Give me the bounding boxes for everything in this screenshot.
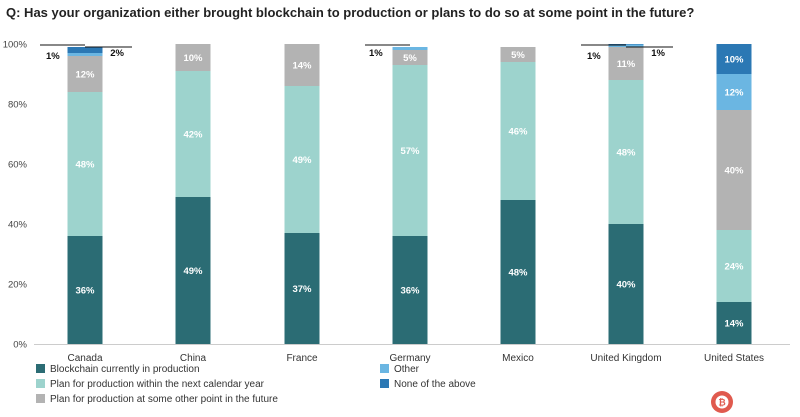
x-category-label: Canada (67, 353, 102, 364)
x-category-label: Germany (389, 353, 430, 364)
bar-value-label: 48% (508, 268, 528, 279)
bar-segment (175, 71, 211, 197)
y-tick-label: 100% (3, 40, 28, 51)
bar-segment (284, 44, 320, 86)
bars: 36% 48% 12% 49% 42% 10% 37% 49% 14% 36% 57% 5% 48% 46… (40, 44, 752, 344)
bar-segment (392, 65, 428, 236)
bar-value-label: 24% (724, 262, 744, 273)
y-tick-label: 80% (8, 100, 28, 111)
x-category-label: United States (704, 353, 764, 364)
legend-label: Blockchain currently in production (50, 364, 200, 375)
y-axis: 0% 20% 40% 60% 80% 100% (3, 40, 790, 351)
bar-segment (608, 224, 644, 344)
bar-segment (716, 302, 752, 344)
bar-value-label: 49% (292, 155, 312, 166)
legend-swatch (36, 379, 45, 388)
bar-segment (716, 110, 752, 230)
logo-inner (715, 395, 729, 409)
bar-value-label: 40% (724, 166, 744, 177)
y-tick-label: 60% (8, 160, 28, 171)
bar-value-label: 10% (724, 55, 744, 66)
x-category-label: United Kingdom (590, 353, 661, 364)
bar-segment (500, 62, 536, 200)
bar-value-label: 12% (75, 70, 95, 81)
y-tick-label: 20% (8, 280, 28, 291)
callout-value-label: 1% (587, 51, 601, 62)
bar-segment (500, 200, 536, 344)
bar-segment (716, 230, 752, 302)
callout-value-label: 1% (369, 48, 383, 59)
legend: Blockchain currently in production Plan f… (36, 364, 476, 405)
legend-swatch (36, 364, 45, 373)
bar-segment (716, 74, 752, 110)
bar-value-label: 40% (616, 280, 636, 291)
bar-segment (284, 233, 320, 344)
bar-value-label: 36% (75, 286, 95, 297)
chart-title: Q: Has your organization either brought … (6, 5, 694, 20)
bar-value-label: 11% (617, 59, 636, 70)
bar-segment (67, 92, 103, 236)
bar-segment (67, 47, 103, 53)
bar-segment (392, 47, 428, 50)
bar-segment (67, 236, 103, 344)
bar-segment (608, 47, 644, 80)
callout-value-label: 2% (110, 48, 124, 59)
bar-value-label: 42% (183, 130, 203, 141)
legend-swatch (36, 394, 45, 403)
callout-value-label: 1% (651, 48, 665, 59)
bar-value-label: 12% (724, 88, 744, 99)
legend-swatch (380, 379, 389, 388)
bar-segment (67, 53, 103, 56)
bar-value-label: 37% (292, 284, 312, 295)
logo: ₿ (711, 391, 733, 413)
bar-segment (608, 80, 644, 224)
legend-label: Plan for production at some other point … (50, 394, 278, 405)
legend-swatch (380, 364, 389, 373)
bar-segment (175, 197, 211, 344)
bar-segment (608, 44, 644, 45)
bitcoin-icon: ₿ (718, 398, 725, 408)
bar-value-label: 48% (75, 160, 95, 171)
y-tick-label: 40% (8, 220, 28, 231)
bar-segment (392, 236, 428, 344)
x-category-label: France (286, 353, 318, 364)
legend-label: Other (394, 364, 420, 375)
legend-label: Plan for production within the next cale… (50, 379, 265, 390)
bar-value-label: 36% (400, 286, 420, 297)
bar-segment (500, 47, 536, 62)
bar-value-label: 46% (508, 127, 528, 138)
callout-value-label: 1% (46, 51, 60, 62)
x-category-label: Mexico (502, 353, 534, 364)
bar-value-label: 57% (400, 146, 420, 157)
bar-value-label: 49% (183, 266, 203, 277)
bar-value-label: 5% (403, 53, 417, 64)
bar-value-label: 14% (292, 61, 312, 72)
y-tick-label: 0% (13, 340, 27, 351)
bar-segment (175, 44, 211, 71)
bar-segment (716, 44, 752, 74)
bar-value-label: 10% (183, 53, 203, 64)
legend-label: None of the above (394, 379, 476, 390)
bar-segment (392, 50, 428, 65)
bar-segment (284, 86, 320, 233)
bar-value-label: 5% (511, 50, 525, 61)
bar-value-label: 14% (724, 319, 744, 330)
bar-segment (67, 56, 103, 92)
x-category-label: China (180, 353, 207, 364)
bar-value-label: 48% (616, 148, 636, 159)
x-axis: Canada China France Germany Mexico United Kin… (67, 353, 764, 364)
